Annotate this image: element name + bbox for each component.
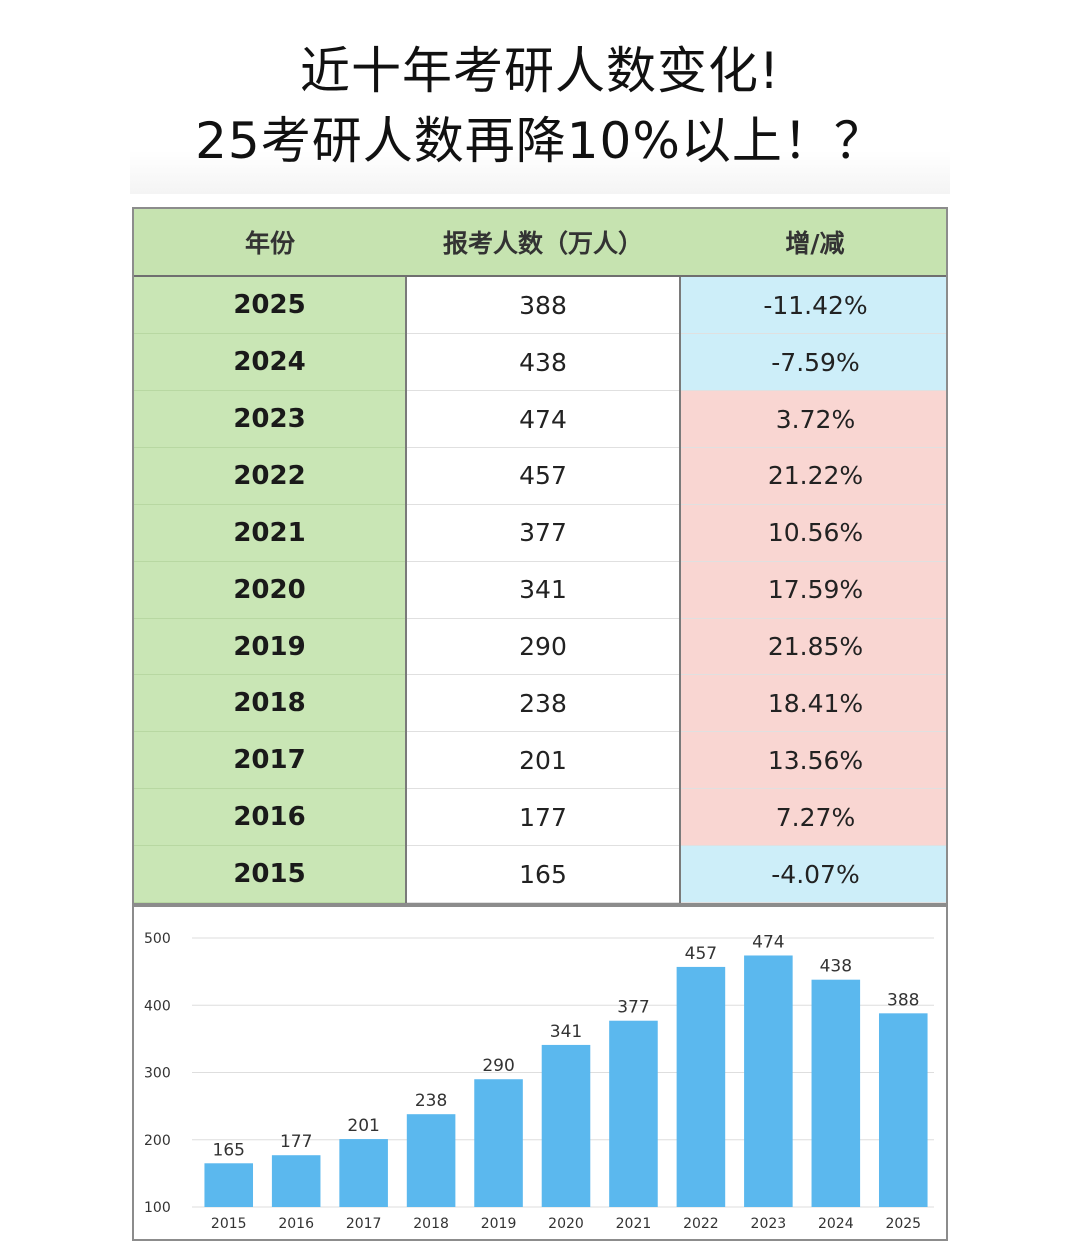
cell-count: 238 bbox=[405, 674, 680, 733]
cell-change: 21.22% bbox=[679, 447, 946, 505]
chart-canvas: 100 200 300 400 500 165 2015 177 2016 201 2017 238 2… bbox=[144, 931, 934, 1232]
cell-count: 377 bbox=[405, 504, 680, 562]
cell-change: 10.56% bbox=[679, 504, 946, 562]
bar bbox=[744, 955, 793, 1207]
page-title: 近十年考研人数变化! bbox=[299, 42, 781, 100]
bar-value-label: 341 bbox=[550, 1022, 582, 1042]
table-row: 2024 438 -7.59% bbox=[134, 333, 946, 392]
cell-change: 3.72% bbox=[679, 390, 946, 448]
cell-count: 438 bbox=[405, 333, 680, 392]
x-tick-label: 2022 bbox=[683, 1216, 719, 1232]
cell-change: 21.85% bbox=[679, 618, 946, 676]
applicants-table: 年份 报考人数（万人） 增/减 2025 388 -11.42% 2024 438 -7.… bbox=[132, 207, 948, 905]
bar-value-label: 457 bbox=[685, 944, 717, 964]
table-row: 2018 238 18.41% bbox=[134, 674, 946, 733]
cell-change: 7.27% bbox=[679, 788, 946, 847]
bar-value-label: 238 bbox=[415, 1091, 447, 1111]
bar-value-label: 474 bbox=[752, 932, 784, 952]
table-row: 2017 201 13.56% bbox=[134, 731, 946, 790]
header-count: 报考人数（万人） bbox=[406, 209, 680, 277]
cell-year: 2025 bbox=[134, 276, 406, 335]
x-tick-label: 2024 bbox=[818, 1216, 854, 1232]
cell-year: 2022 bbox=[134, 447, 406, 505]
x-tick-label: 2023 bbox=[751, 1216, 787, 1232]
cell-year: 2015 bbox=[134, 845, 406, 903]
bar bbox=[676, 966, 726, 1207]
table-body: 2025 388 -11.42% 2024 438 -7.59% 2023 474 3.72% 2… bbox=[134, 276, 946, 903]
cell-change: -7.59% bbox=[679, 333, 946, 392]
cell-count: 177 bbox=[405, 788, 680, 847]
bar-chart: 100 200 300 400 500 165 2015 177 2016 201 2017 238 2… bbox=[132, 905, 948, 1241]
table-row: 2015 165 -4.07% bbox=[134, 845, 946, 903]
y-tick-label: 500 bbox=[144, 931, 171, 947]
bar-value-label: 388 bbox=[887, 990, 919, 1010]
bar bbox=[339, 1139, 388, 1207]
cell-year: 2020 bbox=[134, 561, 406, 619]
x-tick-label: 2021 bbox=[616, 1216, 652, 1232]
table-header-row: 年份 报考人数（万人） 增/减 bbox=[134, 209, 946, 277]
bar bbox=[541, 1044, 591, 1207]
bar-value-label: 177 bbox=[280, 1132, 312, 1152]
cell-year: 2019 bbox=[134, 618, 406, 676]
bar-value-label: 290 bbox=[482, 1056, 514, 1076]
y-tick-label: 400 bbox=[144, 998, 171, 1014]
cell-change: -4.07% bbox=[679, 845, 946, 903]
bar bbox=[474, 1079, 523, 1207]
cell-year: 2024 bbox=[134, 333, 406, 392]
cell-count: 388 bbox=[405, 276, 680, 335]
cell-change: 17.59% bbox=[679, 561, 946, 619]
x-tick-label: 2017 bbox=[346, 1216, 382, 1232]
cell-year: 2021 bbox=[134, 504, 406, 562]
bar bbox=[878, 1013, 928, 1207]
bar-value-label: 438 bbox=[820, 957, 852, 977]
cell-count: 341 bbox=[405, 561, 680, 619]
y-tick-label: 100 bbox=[144, 1200, 171, 1216]
x-tick-label: 2015 bbox=[211, 1216, 247, 1232]
bar bbox=[811, 979, 861, 1207]
table-row: 2020 341 17.59% bbox=[134, 561, 946, 619]
cell-change: -11.42% bbox=[679, 276, 946, 335]
x-tick-label: 2020 bbox=[548, 1216, 584, 1232]
bar bbox=[406, 1114, 456, 1207]
cell-count: 457 bbox=[405, 447, 680, 505]
header-change: 增/减 bbox=[680, 209, 946, 277]
page-subtitle: 25考研人数再降10%以上！？ bbox=[195, 112, 885, 170]
table-row: 2025 388 -11.42% bbox=[134, 276, 946, 335]
cell-count: 201 bbox=[405, 731, 680, 790]
bar bbox=[204, 1163, 254, 1207]
table-row: 2016 177 7.27% bbox=[134, 788, 946, 847]
cell-count: 474 bbox=[405, 390, 680, 448]
cell-change: 13.56% bbox=[679, 731, 946, 790]
x-tick-label: 2018 bbox=[413, 1216, 449, 1232]
title-band bbox=[130, 22, 950, 194]
bar bbox=[271, 1155, 321, 1207]
table-row: 2023 474 3.72% bbox=[134, 390, 946, 448]
cell-change: 18.41% bbox=[679, 674, 946, 733]
y-tick-label: 300 bbox=[144, 1066, 171, 1082]
x-tick-label: 2016 bbox=[278, 1216, 314, 1232]
cell-year: 2018 bbox=[134, 674, 406, 733]
table-row: 2021 377 10.56% bbox=[134, 504, 946, 562]
cell-year: 2016 bbox=[134, 788, 406, 847]
table-row: 2022 457 21.22% bbox=[134, 447, 946, 505]
cell-count: 165 bbox=[405, 845, 680, 903]
bar-value-label: 201 bbox=[347, 1116, 379, 1136]
x-tick-label: 2025 bbox=[885, 1216, 921, 1232]
cell-count: 290 bbox=[405, 618, 680, 676]
cell-year: 2023 bbox=[134, 390, 406, 448]
bar-value-label: 377 bbox=[617, 998, 649, 1018]
x-tick-label: 2019 bbox=[481, 1216, 517, 1232]
header-year: 年份 bbox=[134, 209, 406, 277]
cell-year: 2017 bbox=[134, 731, 406, 790]
table-row: 2019 290 21.85% bbox=[134, 618, 946, 676]
y-tick-label: 200 bbox=[144, 1133, 171, 1149]
bar bbox=[609, 1020, 658, 1207]
bar-value-label: 165 bbox=[213, 1140, 245, 1160]
